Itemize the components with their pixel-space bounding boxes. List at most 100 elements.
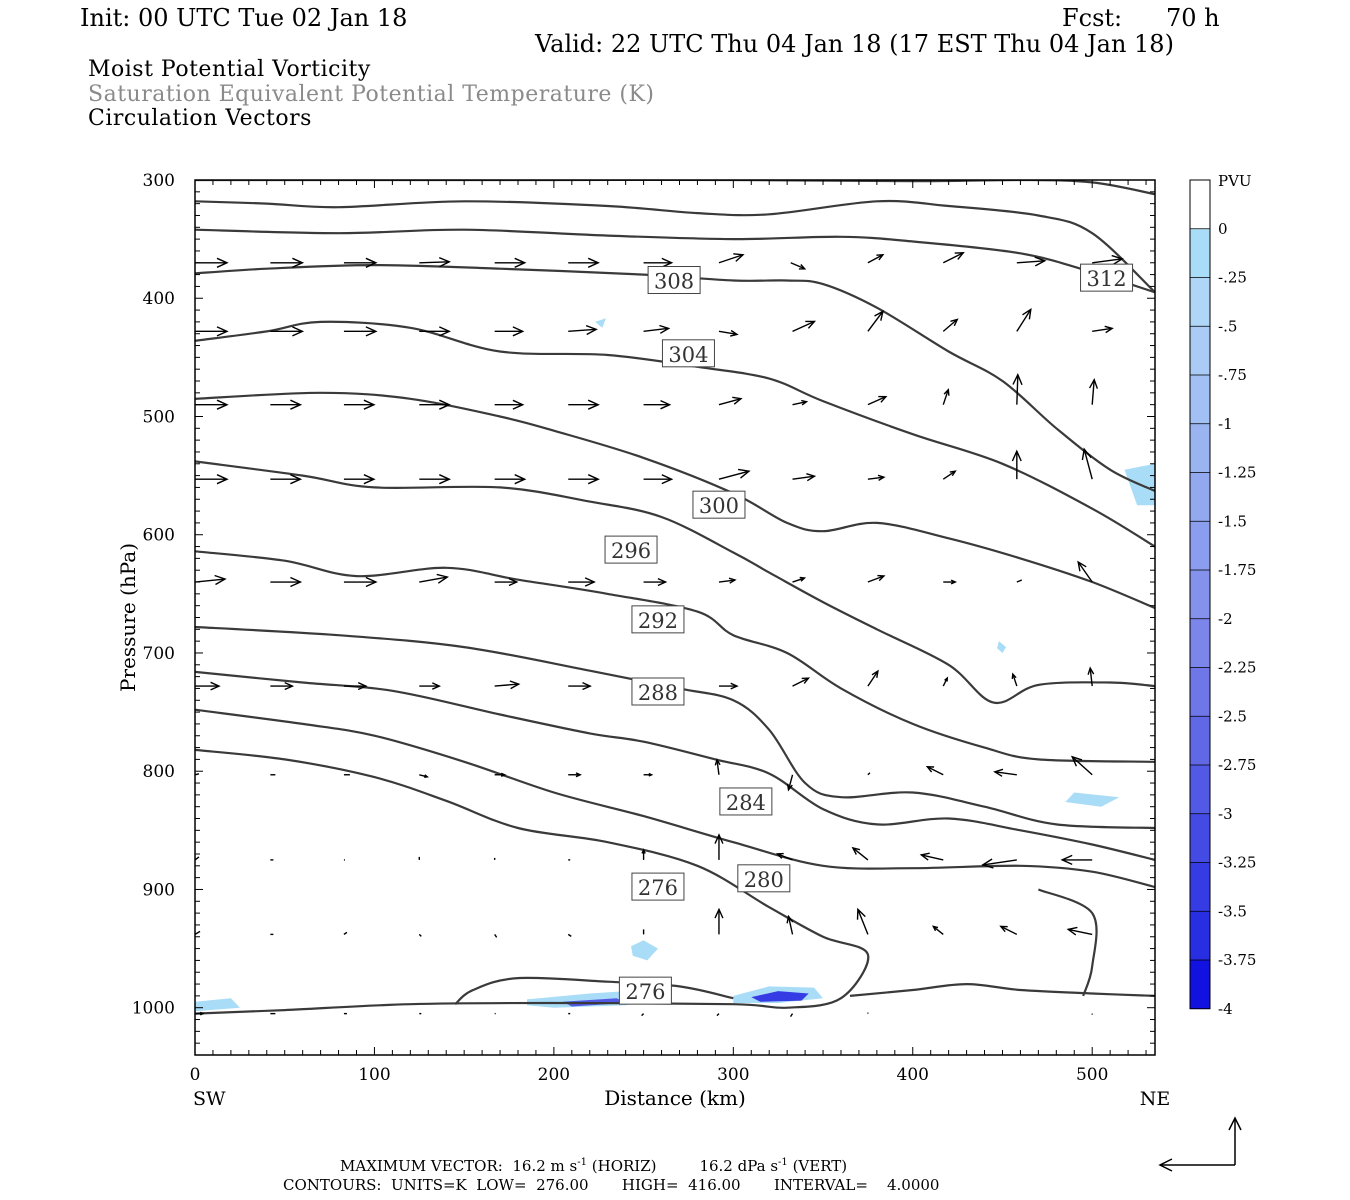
colorbar-swatch [1190, 765, 1210, 814]
vector-head [585, 324, 598, 336]
vector-head [786, 914, 794, 924]
circulation-vector [786, 774, 794, 792]
colorbar-label: 0 [1218, 220, 1228, 238]
footer-vert-unit: (VERT) [792, 1157, 848, 1175]
circulation-vector [942, 252, 965, 264]
theta-es-contour [195, 199, 1155, 294]
colorbar-swatch [1190, 618, 1210, 668]
circulation-vector [270, 576, 303, 588]
vector-head [1104, 325, 1114, 334]
vector-head [584, 577, 596, 587]
vector-shaft [1000, 925, 1018, 936]
vector-head [730, 682, 739, 690]
x-tick-label: 100 [358, 1065, 390, 1085]
circulation-vector [419, 326, 452, 337]
vector-head [799, 576, 807, 582]
valid-time: Valid: 22 UTC Thu 04 Jan 18 (17 EST Thu … [535, 30, 1174, 58]
vector-head [878, 395, 888, 403]
circulation-vector [851, 846, 869, 861]
circulation-vector [567, 933, 572, 937]
vector-head [851, 846, 861, 855]
colorbar-label: -1.75 [1218, 561, 1256, 579]
circulation-vector [1092, 254, 1124, 266]
footer-horiz-value: 16.2 m s [512, 1157, 578, 1175]
title-circulation: Circulation Vectors [88, 106, 312, 131]
colorbar-label: -3 [1218, 805, 1233, 823]
vector-shaft [1077, 561, 1093, 583]
reference-vector-horiz-head [1158, 1158, 1173, 1172]
contour-label: 292 [638, 609, 678, 633]
vector-head [512, 326, 525, 337]
vector-shaft [419, 261, 450, 264]
circulation-vector [1066, 926, 1093, 936]
vector-shaft [1089, 668, 1093, 687]
circulation-vector [867, 474, 886, 481]
vector-head [1022, 307, 1032, 320]
vector-head [981, 858, 994, 869]
contour-label: 280 [744, 868, 784, 892]
vector-head [436, 573, 449, 584]
vector-head [1111, 254, 1124, 266]
contour-label-box [604, 535, 658, 564]
vector-shaft [982, 859, 1017, 866]
vector-head [949, 470, 957, 477]
circulation-vector [195, 474, 229, 485]
colorbar-label: -3.5 [1218, 902, 1247, 920]
vector-head [216, 474, 229, 485]
vector-head [290, 474, 303, 485]
circulation-vector [568, 681, 592, 691]
circulation-vector [419, 682, 442, 690]
vector-head [659, 324, 671, 334]
circulation-vector [718, 253, 745, 264]
pv-shading-patch [195, 998, 240, 1012]
contour-label-box [631, 677, 685, 706]
circulation-vector [568, 577, 596, 587]
circulation-vector [792, 399, 809, 406]
theta-es-contour [195, 228, 1155, 294]
vector-shaft [792, 400, 807, 406]
contour-label: 276 [638, 876, 678, 900]
ne-end-label: NE [1140, 1088, 1171, 1110]
circulation-vector [494, 772, 507, 777]
circulation-vector [1016, 256, 1047, 267]
circulation-vector [790, 262, 807, 270]
colorbar-label: -.5 [1218, 317, 1237, 335]
vector-head [714, 907, 724, 919]
circulation-vector [270, 257, 305, 268]
circulation-vector [643, 577, 668, 587]
vector-head [216, 257, 229, 268]
contour-label-box [1080, 263, 1134, 292]
circulation-vector [494, 257, 527, 268]
circulation-vector [943, 579, 957, 585]
circulation-vector [792, 677, 811, 687]
circulation-vector [981, 858, 1017, 869]
vector-shaft [1154, 262, 1155, 263]
circulation-vector [919, 852, 944, 861]
vector-head [216, 399, 229, 410]
vector-shaft [1071, 756, 1093, 776]
colorbar-label: -3.75 [1218, 951, 1256, 969]
circulation-vector [1011, 672, 1018, 687]
circulation-vector [1011, 449, 1022, 480]
reference-vector-vert-head [1228, 1116, 1242, 1131]
circulation-vector [419, 399, 452, 410]
circulation-vector [343, 399, 376, 410]
vector-head [732, 396, 743, 405]
vector-head [786, 783, 793, 792]
circulation-vector [867, 574, 886, 583]
vector-head [1034, 256, 1047, 267]
contour-label-box [631, 605, 685, 634]
circulation-vector [1081, 447, 1093, 480]
contour-label-box [618, 976, 672, 1005]
circulation-vector [792, 473, 817, 482]
colorbar-swatch [1190, 277, 1210, 327]
vector-head [290, 399, 303, 410]
colorbar-label: -1.5 [1218, 512, 1247, 530]
circulation-vector [270, 474, 303, 485]
circulation-vector [343, 257, 378, 268]
vector-head [801, 399, 809, 406]
vector-head [1012, 373, 1023, 386]
vector-shaft [942, 252, 964, 264]
colorbar-swatch [1190, 326, 1210, 375]
circulation-vector [643, 324, 671, 334]
